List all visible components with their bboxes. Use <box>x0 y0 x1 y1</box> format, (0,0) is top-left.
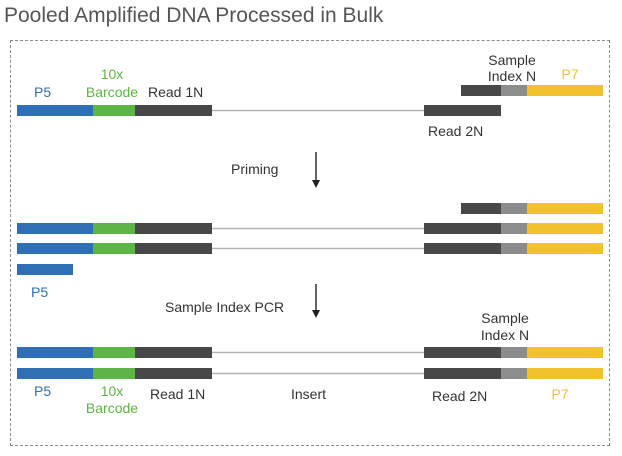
read1-label: Read 1N <box>148 84 203 100</box>
priming-step: Priming <box>231 152 320 188</box>
read2-label: Read 2N <box>428 123 483 139</box>
p5-segment <box>17 243 93 254</box>
primer-index-segment <box>501 85 527 96</box>
barcode-segment <box>93 368 135 379</box>
barcode-segment <box>93 243 135 254</box>
read1-label: Read 1N <box>150 386 205 402</box>
stage-2-construct: P5 <box>17 203 603 300</box>
barcode-label-line2: Barcode <box>86 400 138 416</box>
stage-1-construct: P5 10x Barcode Read 1N Sample Index N P7… <box>17 52 603 139</box>
dashed-frame <box>10 40 610 446</box>
p5-segment <box>17 223 93 234</box>
primer-read2-segment <box>461 203 501 214</box>
sample-index-label-line1: Sample <box>481 310 529 326</box>
p5-segment <box>17 347 93 358</box>
barcode-label-line1: 10x <box>101 66 124 82</box>
p7-label: P7 <box>561 66 578 82</box>
primer-read2-segment <box>461 85 501 96</box>
index-segment <box>501 243 527 254</box>
p7-segment <box>527 368 603 379</box>
barcode-label-line2: Barcode <box>86 84 138 100</box>
barcode-label-line1: 10x <box>101 383 124 399</box>
p7-segment <box>527 223 603 234</box>
p5-segment <box>17 105 93 116</box>
p7-label: P7 <box>551 386 568 402</box>
p7-segment <box>527 347 603 358</box>
sample-index-label-line2: Index N <box>481 327 529 343</box>
primer-p7-segment <box>527 203 603 214</box>
read2-segment <box>424 368 501 379</box>
read2-segment <box>424 243 501 254</box>
read1-segment <box>135 347 212 358</box>
read2-segment <box>424 223 501 234</box>
p5-label: P5 <box>34 84 51 100</box>
index-segment <box>501 223 527 234</box>
primer-p7-segment <box>527 85 603 96</box>
priming-label: Priming <box>231 161 278 177</box>
index-segment <box>501 368 527 379</box>
sample-index-pcr-label: Sample Index PCR <box>165 299 284 315</box>
barcode-segment <box>93 347 135 358</box>
stage-3-construct: Sample Index N P5 10x Barcode Read 1N In… <box>17 310 603 416</box>
p5-segment <box>17 368 93 379</box>
read2-segment <box>424 105 501 116</box>
p5-label: P5 <box>34 383 51 399</box>
index-segment <box>501 347 527 358</box>
p5-primer-label: P5 <box>31 284 48 300</box>
barcode-segment <box>93 105 135 116</box>
barcode-segment <box>93 223 135 234</box>
p7-segment <box>527 243 603 254</box>
sample-index-label-line2: Index N <box>488 68 536 84</box>
sample-index-pcr-step: Sample Index PCR <box>165 284 320 318</box>
read1-segment <box>135 243 212 254</box>
read1-segment <box>135 105 212 116</box>
primer-index-segment <box>501 203 527 214</box>
diagram-title: Pooled Amplified DNA Processed in Bulk <box>4 4 384 27</box>
insert-label: Insert <box>291 386 326 402</box>
read2-segment <box>424 347 501 358</box>
read2-label: Read 2N <box>432 388 487 404</box>
read1-segment <box>135 368 212 379</box>
sample-index-label-line1: Sample <box>488 52 536 68</box>
primer-p5-segment <box>17 264 73 275</box>
read1-segment <box>135 223 212 234</box>
